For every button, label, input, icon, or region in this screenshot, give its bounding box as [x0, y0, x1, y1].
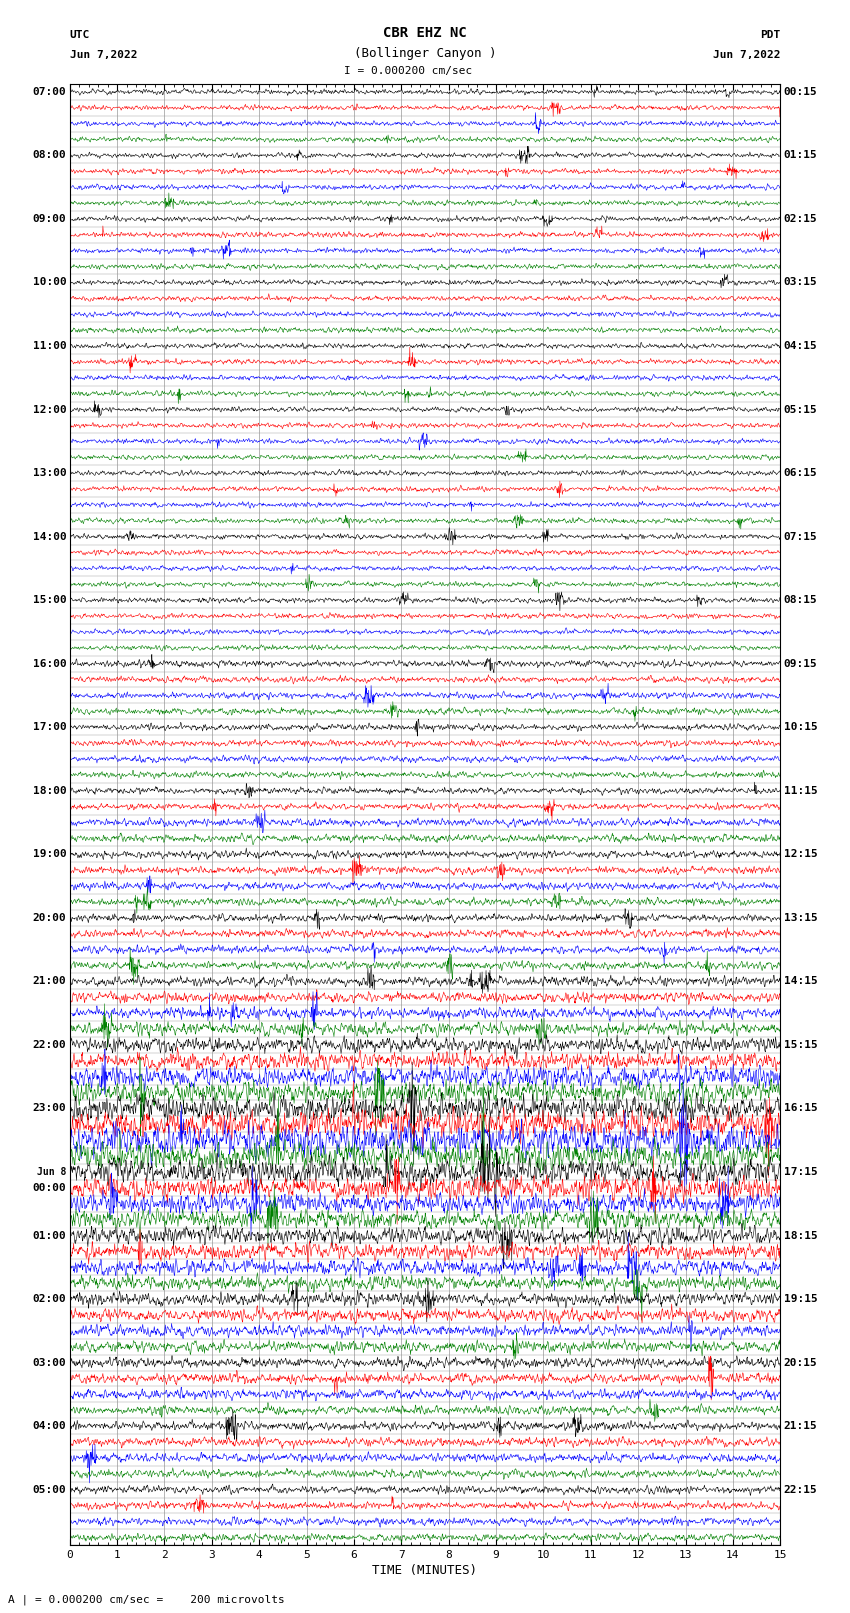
Text: 13:00: 13:00	[32, 468, 66, 477]
Text: 10:15: 10:15	[784, 723, 818, 732]
Text: 16:00: 16:00	[32, 658, 66, 669]
Text: 02:00: 02:00	[32, 1294, 66, 1303]
Text: 00:00: 00:00	[32, 1182, 66, 1194]
Text: 03:00: 03:00	[32, 1358, 66, 1368]
Text: 20:15: 20:15	[784, 1358, 818, 1368]
Text: I = 0.000200 cm/sec: I = 0.000200 cm/sec	[344, 66, 472, 76]
Text: 13:15: 13:15	[784, 913, 818, 923]
Text: 18:15: 18:15	[784, 1231, 818, 1240]
Text: Jun 7,2022: Jun 7,2022	[70, 50, 137, 60]
Text: 07:15: 07:15	[784, 532, 818, 542]
Text: 12:15: 12:15	[784, 850, 818, 860]
Text: 04:00: 04:00	[32, 1421, 66, 1431]
Text: 21:15: 21:15	[784, 1421, 818, 1431]
Text: 09:00: 09:00	[32, 215, 66, 224]
Text: 04:15: 04:15	[784, 340, 818, 352]
Text: UTC: UTC	[70, 31, 90, 40]
Text: 07:00: 07:00	[32, 87, 66, 97]
Text: 12:00: 12:00	[32, 405, 66, 415]
Text: 17:15: 17:15	[784, 1166, 818, 1177]
Text: 08:00: 08:00	[32, 150, 66, 160]
Text: Jun 8: Jun 8	[37, 1166, 66, 1177]
Text: 14:15: 14:15	[784, 976, 818, 987]
Text: 01:00: 01:00	[32, 1231, 66, 1240]
Text: 15:15: 15:15	[784, 1040, 818, 1050]
Text: 16:15: 16:15	[784, 1103, 818, 1113]
Text: 19:00: 19:00	[32, 850, 66, 860]
Text: 15:00: 15:00	[32, 595, 66, 605]
Text: (Bollinger Canyon ): (Bollinger Canyon )	[354, 47, 496, 60]
Text: Jun 7,2022: Jun 7,2022	[713, 50, 780, 60]
Text: 10:00: 10:00	[32, 277, 66, 287]
Text: 11:15: 11:15	[784, 786, 818, 795]
Text: 22:15: 22:15	[784, 1484, 818, 1495]
Text: 02:15: 02:15	[784, 215, 818, 224]
Text: 22:00: 22:00	[32, 1040, 66, 1050]
Text: 00:15: 00:15	[784, 87, 818, 97]
Text: 01:15: 01:15	[784, 150, 818, 160]
Text: 19:15: 19:15	[784, 1294, 818, 1303]
Text: 05:15: 05:15	[784, 405, 818, 415]
Text: 17:00: 17:00	[32, 723, 66, 732]
Text: 06:15: 06:15	[784, 468, 818, 477]
Text: 05:00: 05:00	[32, 1484, 66, 1495]
Text: 14:00: 14:00	[32, 532, 66, 542]
Text: 08:15: 08:15	[784, 595, 818, 605]
Text: 18:00: 18:00	[32, 786, 66, 795]
Text: 20:00: 20:00	[32, 913, 66, 923]
Text: 23:00: 23:00	[32, 1103, 66, 1113]
Text: PDT: PDT	[760, 31, 780, 40]
Text: 21:00: 21:00	[32, 976, 66, 987]
Text: 03:15: 03:15	[784, 277, 818, 287]
Text: A | = 0.000200 cm/sec =    200 microvolts: A | = 0.000200 cm/sec = 200 microvolts	[8, 1594, 286, 1605]
Text: CBR EHZ NC: CBR EHZ NC	[383, 26, 467, 40]
Text: 11:00: 11:00	[32, 340, 66, 352]
Text: 09:15: 09:15	[784, 658, 818, 669]
X-axis label: TIME (MINUTES): TIME (MINUTES)	[372, 1565, 478, 1578]
